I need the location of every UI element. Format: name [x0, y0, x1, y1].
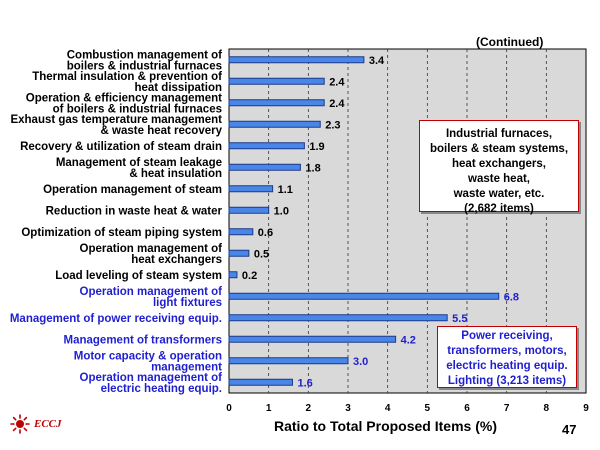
bar	[228, 120, 321, 128]
category-label: Exhaust gas temperature management	[10, 114, 222, 126]
eccj-logo: ECCJ	[10, 414, 62, 434]
category-label: of boilers & industrial furnaces	[53, 103, 222, 115]
bar	[228, 271, 238, 279]
data-label: 1.1	[278, 184, 293, 196]
category-label: Combustion management of	[67, 49, 222, 61]
category-label: Management of power receiving equip.	[10, 313, 222, 325]
category-label: Load leveling of steam system	[55, 270, 222, 282]
category-label: electric heating equip.	[101, 383, 222, 395]
annotation-box-heat-line: boilers & steam systems,	[429, 143, 569, 155]
data-label: 0.6	[258, 227, 273, 239]
annotation-box-heat-line: (2,682 items)	[464, 203, 534, 215]
category-label: Operation management of	[80, 372, 223, 384]
x-tick-label: 2	[306, 403, 312, 414]
data-label: 3.0	[353, 356, 368, 368]
annotation-box-power-line: transformers, motors,	[447, 345, 567, 357]
x-tick-label: 1	[266, 403, 272, 414]
bar	[228, 56, 365, 64]
data-label: 5.5	[452, 313, 467, 325]
x-tick-label: 7	[504, 403, 510, 414]
category-label: & heat insulation	[129, 168, 222, 180]
category-label: Optimization of steam piping system	[21, 227, 222, 239]
bar	[228, 228, 254, 236]
category-label: Operation & efficiency management	[26, 92, 222, 104]
x-tick-label: 8	[544, 403, 550, 414]
x-axis-label: Ratio to Total Proposed Items (%)	[274, 418, 497, 434]
category-label: Operation management of steam	[43, 184, 222, 196]
x-tick-label: 6	[464, 403, 470, 414]
data-label: 1.6	[297, 377, 312, 389]
category-label: Motor capacity & operation	[74, 350, 222, 362]
continued-label: (Continued)	[476, 35, 544, 49]
annotation-box-heat-line: Industrial furnaces,	[445, 128, 553, 140]
data-label: 3.4	[369, 55, 385, 67]
annotation-box-power: Power receiving, transformers, motors, e…	[437, 326, 577, 388]
category-label: Management of steam leakage	[56, 157, 222, 169]
bar	[228, 378, 293, 386]
data-label: 2.4	[329, 98, 345, 110]
data-label: 1.9	[309, 141, 324, 153]
x-tick-label: 5	[425, 403, 431, 414]
bar	[228, 99, 325, 107]
page-number: 47	[562, 422, 577, 437]
category-label: light fixtures	[153, 297, 222, 309]
bar	[228, 314, 448, 322]
category-label: Reduction in waste heat & water	[46, 205, 223, 217]
category-label: Management of transformers	[64, 334, 222, 346]
x-tick-label: 0	[226, 403, 232, 414]
category-label: Operation management of	[80, 243, 223, 255]
category-label: heat dissipation	[134, 82, 222, 94]
annotation-box-power-line: Lighting (3,213 items)	[447, 375, 567, 387]
bar	[228, 335, 397, 343]
data-label: 0.5	[254, 248, 269, 260]
annotation-box-power-line: Power receiving,	[461, 330, 553, 342]
category-label: boilers & industrial furnaces	[67, 60, 222, 72]
bar	[228, 292, 500, 300]
annotation-box-heat-line: waste water, etc.	[453, 188, 545, 200]
bar	[228, 163, 301, 171]
bar	[228, 185, 274, 193]
category-label: heat exchangers	[131, 254, 222, 266]
annotation-box-power-line: electric heating equip.	[446, 360, 568, 372]
x-tick-label: 3	[345, 403, 351, 414]
data-label: 1.8	[305, 162, 320, 174]
bar	[228, 142, 305, 150]
category-label: Recovery & utilization of steam drain	[20, 141, 222, 153]
bar	[228, 357, 349, 365]
bar	[228, 249, 250, 257]
data-label: 2.4	[329, 76, 345, 88]
category-label: Thermal insulation & prevention of	[32, 71, 222, 83]
x-tick-label: 9	[583, 403, 589, 414]
annotation-box-heat-line: heat exchangers,	[452, 158, 546, 170]
data-label: 2.3	[325, 119, 340, 131]
data-label: 0.2	[242, 270, 257, 282]
data-label: 1.0	[274, 205, 289, 217]
logo-text: ECCJ	[34, 418, 62, 430]
x-tick-label: 4	[385, 403, 391, 414]
bar	[228, 206, 270, 214]
annotation-box-heat-line: waste heat,	[468, 173, 530, 185]
category-label: & waste heat recovery	[101, 125, 223, 137]
bar	[228, 77, 325, 85]
category-label: Operation management of	[80, 286, 223, 298]
data-label: 4.2	[401, 334, 416, 346]
data-label: 6.8	[504, 291, 519, 303]
sunburst-logo-icon	[10, 414, 30, 434]
category-label: management	[151, 361, 222, 373]
annotation-box-heat: Industrial furnaces, boilers & steam sys…	[419, 120, 579, 215]
